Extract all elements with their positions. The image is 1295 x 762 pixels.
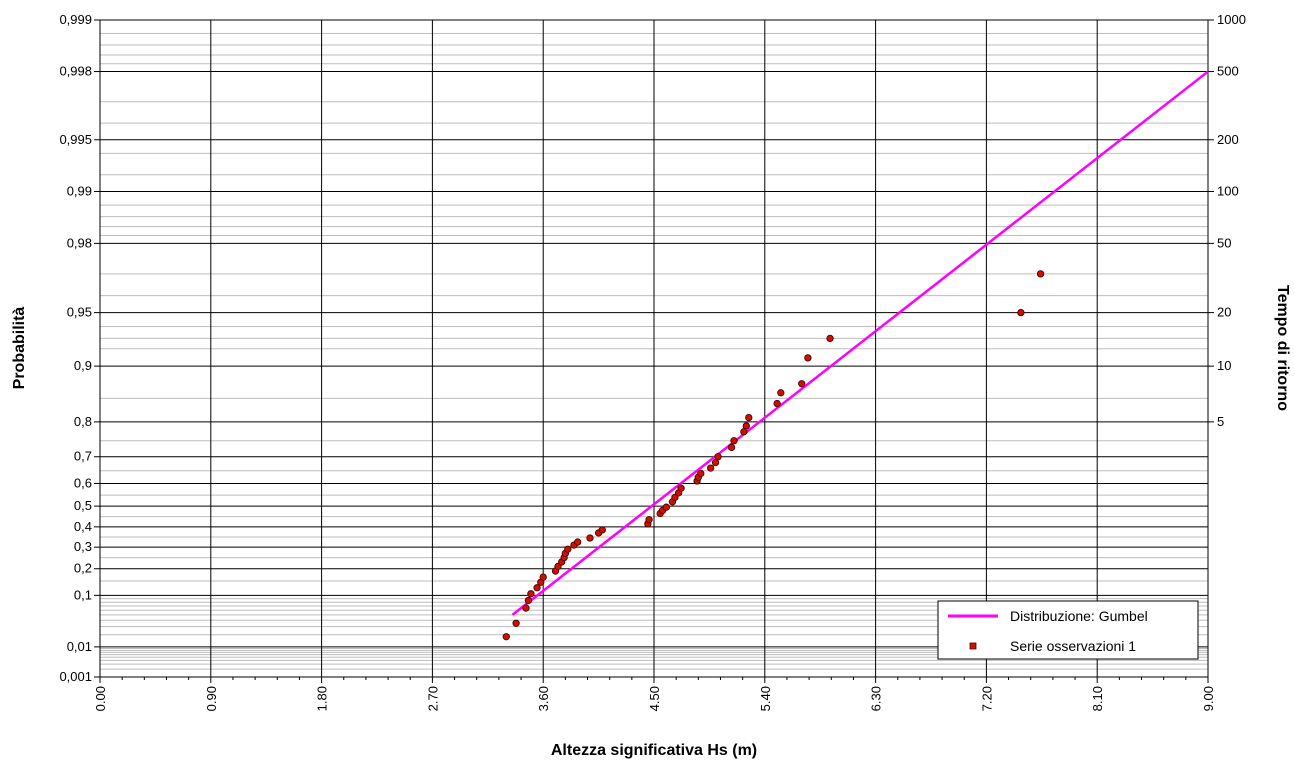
observation-point bbox=[533, 584, 541, 592]
y-tick-label: 0,9 bbox=[74, 358, 92, 373]
observation-point bbox=[512, 619, 520, 627]
x-tick-label: 8.10 bbox=[1090, 686, 1105, 711]
observation-point bbox=[645, 516, 653, 524]
gumbel-line-series bbox=[511, 70, 1209, 616]
y-tick-label: 0,2 bbox=[74, 561, 92, 576]
observation-point bbox=[564, 545, 572, 553]
legend: Distribuzione: Gumbel Serie osservazioni… bbox=[937, 600, 1199, 660]
gumbel-fit-line bbox=[511, 70, 1209, 616]
x-tick-label: 2.70 bbox=[425, 686, 440, 711]
x-tick-label: 1.80 bbox=[315, 686, 330, 711]
observation-point bbox=[730, 437, 738, 445]
x-tick-label: 0.90 bbox=[204, 686, 219, 711]
y2-tick-label: 500 bbox=[1217, 64, 1239, 79]
observation-point bbox=[539, 573, 547, 581]
legend-label-observations: Serie osservazioni 1 bbox=[1010, 638, 1136, 654]
y-tick-label: 0,4 bbox=[74, 519, 92, 534]
y-tick-label: 0,7 bbox=[74, 449, 92, 464]
observation-point bbox=[586, 534, 594, 542]
y2-tick-label: 5 bbox=[1217, 414, 1224, 429]
observation-point bbox=[777, 389, 785, 397]
y-tick-label: 0,6 bbox=[74, 475, 92, 490]
observation-point bbox=[773, 399, 781, 408]
y-tick-label: 0,95 bbox=[67, 305, 92, 320]
y-tick-label: 0,99 bbox=[67, 183, 92, 198]
observation-point bbox=[502, 633, 510, 641]
y-tick-label: 0,5 bbox=[74, 498, 92, 513]
observation-point bbox=[745, 413, 753, 422]
observation-point bbox=[598, 526, 606, 534]
observation-point bbox=[524, 596, 533, 605]
legend-box bbox=[937, 600, 1199, 660]
x-tick-label: 0.00 bbox=[93, 686, 108, 711]
y2-tick-label: 10 bbox=[1217, 358, 1231, 373]
y2-tick-label: 1000 bbox=[1217, 12, 1246, 27]
observation-point bbox=[677, 484, 685, 492]
y-tick-labels: 0,001 0,01 0,1 0,2 0,3 0,4 0,5 0,6 0,7 0,8 0,9 0,95… bbox=[59, 12, 92, 684]
observation-point bbox=[798, 380, 806, 388]
y2-tick-label: 50 bbox=[1217, 235, 1231, 250]
y-tick-label: 0,98 bbox=[67, 235, 92, 250]
x-tick-label: 3.60 bbox=[536, 686, 551, 711]
y2-axis-title: Tempo di ritorno bbox=[1274, 285, 1291, 411]
x-tick-labels: 0.00 0.90 1.80 2.70 3.60 4.50 5.40 6.30 7.20 8.10… bbox=[93, 686, 1216, 711]
observation-point bbox=[522, 604, 530, 612]
y2-tick-label: 200 bbox=[1217, 132, 1239, 147]
y-tick-label: 0,998 bbox=[59, 64, 92, 79]
observation-points bbox=[502, 270, 1045, 641]
y-tick-label: 0,01 bbox=[67, 639, 92, 654]
x-tick-label: 4.50 bbox=[647, 686, 662, 711]
y-tick-label: 0,8 bbox=[74, 414, 92, 429]
axis-ticks bbox=[94, 19, 1214, 683]
observation-point bbox=[697, 469, 705, 478]
y-tick-label: 0,3 bbox=[74, 539, 92, 554]
y-tick-label: 0,001 bbox=[59, 669, 92, 684]
y-tick-label: 0,1 bbox=[74, 587, 92, 602]
observation-point bbox=[742, 422, 750, 430]
observation-point bbox=[1017, 308, 1025, 317]
observation-point bbox=[1036, 270, 1045, 278]
observation-point bbox=[527, 590, 535, 598]
y-tick-label: 0,995 bbox=[59, 132, 92, 147]
observation-point bbox=[714, 453, 722, 461]
y-tick-label: 0,999 bbox=[59, 12, 92, 27]
observation-point bbox=[826, 334, 834, 343]
x-tick-label: 6.30 bbox=[869, 686, 884, 711]
y2-tick-label: 20 bbox=[1217, 305, 1231, 320]
legend-point-swatch bbox=[969, 642, 977, 650]
x-tick-label: 7.20 bbox=[979, 686, 994, 711]
y-axis-title: Probabilità bbox=[11, 307, 28, 390]
x-axis-title: Altezza significativa Hs (m) bbox=[551, 742, 757, 759]
observation-point bbox=[804, 354, 812, 362]
observation-point bbox=[662, 503, 670, 511]
observation-point bbox=[706, 464, 715, 472]
y2-tick-labels: 5 10 20 50 100 200 500 1000 bbox=[1217, 12, 1246, 429]
y2-tick-label: 100 bbox=[1217, 183, 1239, 198]
x-tick-label: 5.40 bbox=[758, 686, 773, 711]
observation-point bbox=[727, 443, 736, 452]
x-tick-label: 9.00 bbox=[1201, 686, 1216, 711]
legend-label-gumbel: Distribuzione: Gumbel bbox=[1010, 608, 1148, 624]
observation-point bbox=[574, 538, 582, 546]
